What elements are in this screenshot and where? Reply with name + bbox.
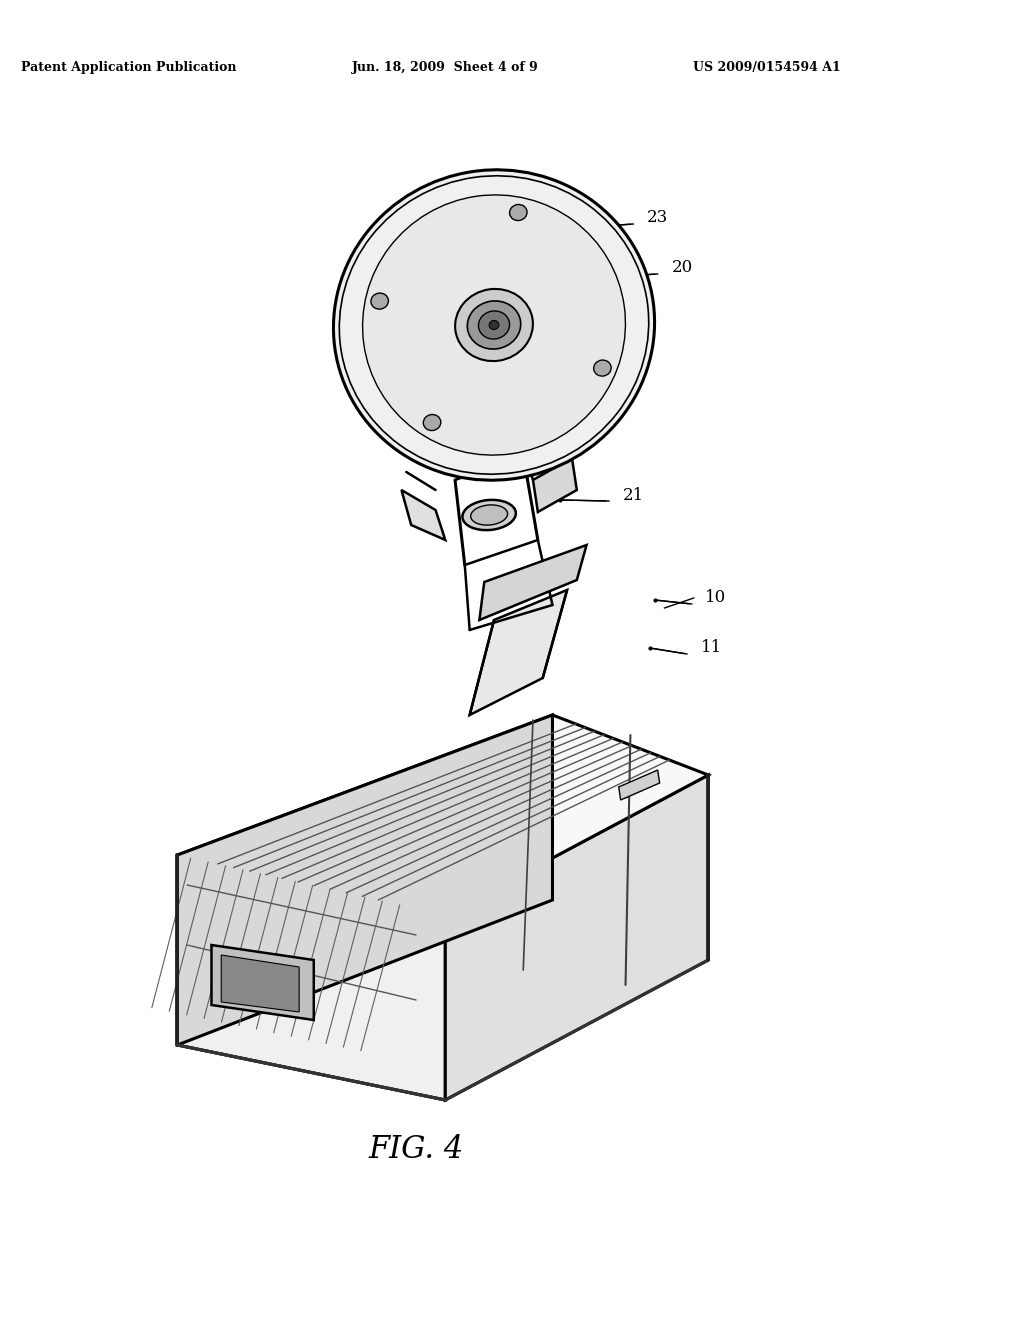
Ellipse shape [478,312,510,339]
Polygon shape [177,855,445,1100]
Ellipse shape [510,205,527,220]
Polygon shape [532,458,577,512]
Text: 21: 21 [623,487,644,503]
Polygon shape [177,715,709,915]
Text: FIG. 4: FIG. 4 [369,1134,464,1166]
Polygon shape [212,945,313,1020]
Ellipse shape [471,506,508,525]
Polygon shape [445,775,709,1100]
Ellipse shape [489,321,499,330]
Ellipse shape [371,293,388,309]
Polygon shape [177,715,553,1045]
Text: US 2009/0154594 A1: US 2009/0154594 A1 [693,62,841,74]
Text: 10: 10 [706,590,727,606]
Text: 20: 20 [672,260,692,276]
Text: Jun. 18, 2009  Sheet 4 of 9: Jun. 18, 2009 Sheet 4 of 9 [352,62,539,74]
Ellipse shape [467,301,521,348]
Text: 23: 23 [647,210,669,227]
Ellipse shape [334,170,654,480]
Text: Patent Application Publication: Patent Application Publication [20,62,237,74]
Polygon shape [618,770,659,800]
Ellipse shape [463,500,516,531]
Ellipse shape [362,195,626,455]
Ellipse shape [455,289,532,362]
Text: 11: 11 [700,639,722,656]
Polygon shape [470,590,567,715]
Polygon shape [221,954,299,1012]
Polygon shape [479,545,587,620]
Ellipse shape [594,360,611,376]
Ellipse shape [339,176,649,474]
Polygon shape [401,490,445,540]
Ellipse shape [423,414,440,430]
